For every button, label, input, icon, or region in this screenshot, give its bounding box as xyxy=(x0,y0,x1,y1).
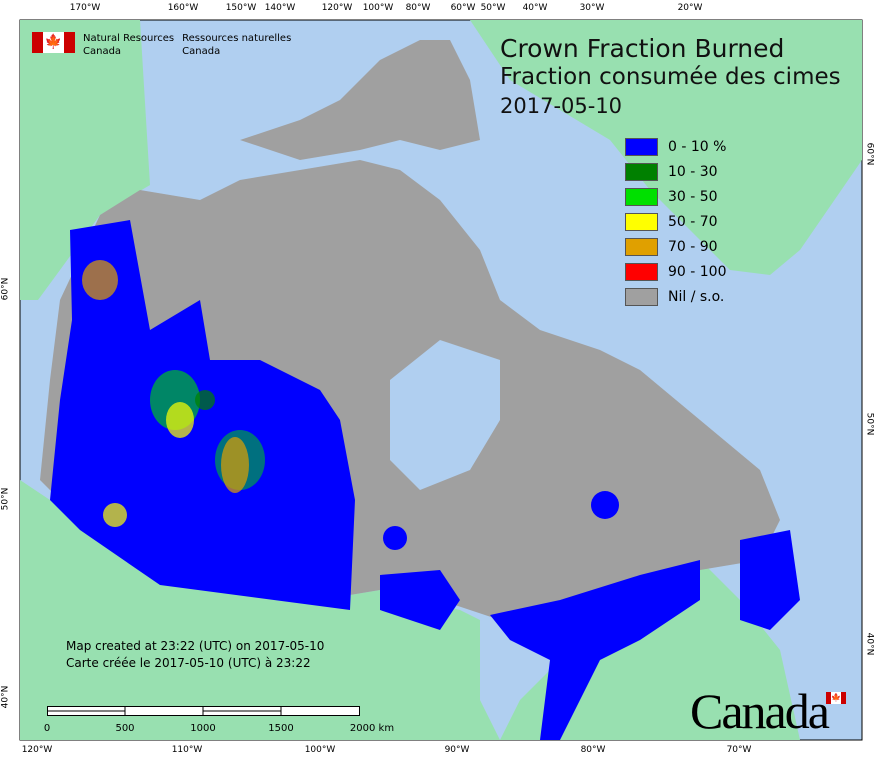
legend: 0 - 10 % 10 - 30 30 - 50 50 - 70 70 - 90 90 -… xyxy=(625,134,727,309)
lon-tick: 50°W xyxy=(480,3,506,13)
legend-swatch xyxy=(625,187,658,206)
lat-tick: 50°N xyxy=(864,412,875,436)
lon-tick: 120°W xyxy=(21,745,53,755)
legend-swatch xyxy=(625,212,658,231)
scale-bar xyxy=(47,706,360,716)
legend-item: 50 - 70 xyxy=(625,209,727,234)
lon-tick: 140°W xyxy=(264,3,296,13)
fire-data-maritimes xyxy=(740,530,800,630)
org-name-fr-2: Canada xyxy=(182,46,221,57)
title-en: Crown Fraction Burned xyxy=(500,34,785,63)
arctic-islands xyxy=(240,40,480,160)
lon-tick: 90°W xyxy=(444,745,470,755)
lon-tick: 40°W xyxy=(522,3,548,13)
legend-label: Nil / s.o. xyxy=(668,288,725,305)
legend-label: 70 - 90 xyxy=(668,238,718,255)
lon-tick: 80°W xyxy=(405,3,431,13)
legend-swatch xyxy=(625,262,658,281)
created-en: Map created at 23:22 (UTC) on 2017-05-10 xyxy=(66,639,325,653)
fire-data-east xyxy=(490,560,700,740)
lon-tick: 110°W xyxy=(171,745,203,755)
org-name-en: Natural Resources xyxy=(83,33,175,44)
scale-label: 500 xyxy=(115,723,135,734)
canada-wordmark: Canada xyxy=(690,683,830,739)
scale-label: 1000 xyxy=(190,723,216,734)
lon-tick: 70°W xyxy=(726,745,752,755)
lat-tick: 40°N xyxy=(864,632,875,656)
org-name-en-2: Canada xyxy=(83,46,122,57)
legend-item: 0 - 10 % xyxy=(625,134,727,159)
scale-label: 0 xyxy=(43,723,51,734)
burn-patches xyxy=(82,260,265,527)
legend-item: Nil / s.o. xyxy=(625,284,727,309)
creation-note: Map created at 23:22 (UTC) on 2017-05-10… xyxy=(66,638,324,672)
lon-tick: 100°W xyxy=(304,745,336,755)
title-fr: Fraction consumée des cimes xyxy=(500,64,841,90)
legend-item: 30 - 50 xyxy=(625,184,727,209)
lat-tick: 60°N xyxy=(0,277,11,301)
fire-data-patch xyxy=(383,526,407,550)
lon-tick: 150°W xyxy=(225,3,257,13)
lon-tick: 20°W xyxy=(677,3,703,13)
lon-tick: 80°W xyxy=(580,745,606,755)
scale-label: 2000 km xyxy=(349,723,395,734)
lon-tick: 60°W xyxy=(450,3,476,13)
lat-tick: 50°N xyxy=(0,487,11,511)
legend-label: 90 - 100 xyxy=(668,263,727,280)
legend-label: 50 - 70 xyxy=(668,213,718,230)
legend-label: 0 - 10 % xyxy=(668,138,727,155)
fire-data-patch xyxy=(591,491,619,519)
legend-item: 90 - 100 xyxy=(625,259,727,284)
legend-swatch xyxy=(625,162,658,181)
lon-tick: 160°W xyxy=(167,3,199,13)
nrcan-signature: 🍁 Natural Resources Canada Ressources nat… xyxy=(32,32,291,58)
legend-swatch xyxy=(625,237,658,256)
map-date: 2017-05-10 xyxy=(500,94,623,118)
lon-tick: 120°W xyxy=(321,3,353,13)
legend-label: 10 - 30 xyxy=(668,163,718,180)
scale-label: 1500 xyxy=(268,723,294,734)
wordmark-flag-icon: 🍁 xyxy=(826,692,846,704)
hudson-bay xyxy=(390,340,500,490)
org-name-fr: Ressources naturelles xyxy=(182,33,292,44)
legend-item: 70 - 90 xyxy=(625,234,727,259)
alaska xyxy=(20,20,150,300)
lat-tick: 60°N xyxy=(864,142,875,166)
lon-tick: 100°W xyxy=(362,3,394,13)
canada-flag-icon: 🍁 xyxy=(32,32,75,53)
map-title: Crown Fraction Burned Fraction consumée … xyxy=(500,34,841,121)
greenland xyxy=(470,20,862,275)
lon-tick: 30°W xyxy=(579,3,605,13)
legend-label: 30 - 50 xyxy=(668,188,718,205)
lat-tick: 40°N xyxy=(0,685,11,709)
legend-item: 10 - 30 xyxy=(625,159,727,184)
legend-swatch xyxy=(625,137,658,156)
legend-swatch xyxy=(625,287,658,306)
created-fr: Carte créée le 2017-05-10 (UTC) à 23:22 xyxy=(66,656,311,670)
fire-data-ontario xyxy=(380,570,460,630)
lon-tick: 170°W xyxy=(69,3,101,13)
